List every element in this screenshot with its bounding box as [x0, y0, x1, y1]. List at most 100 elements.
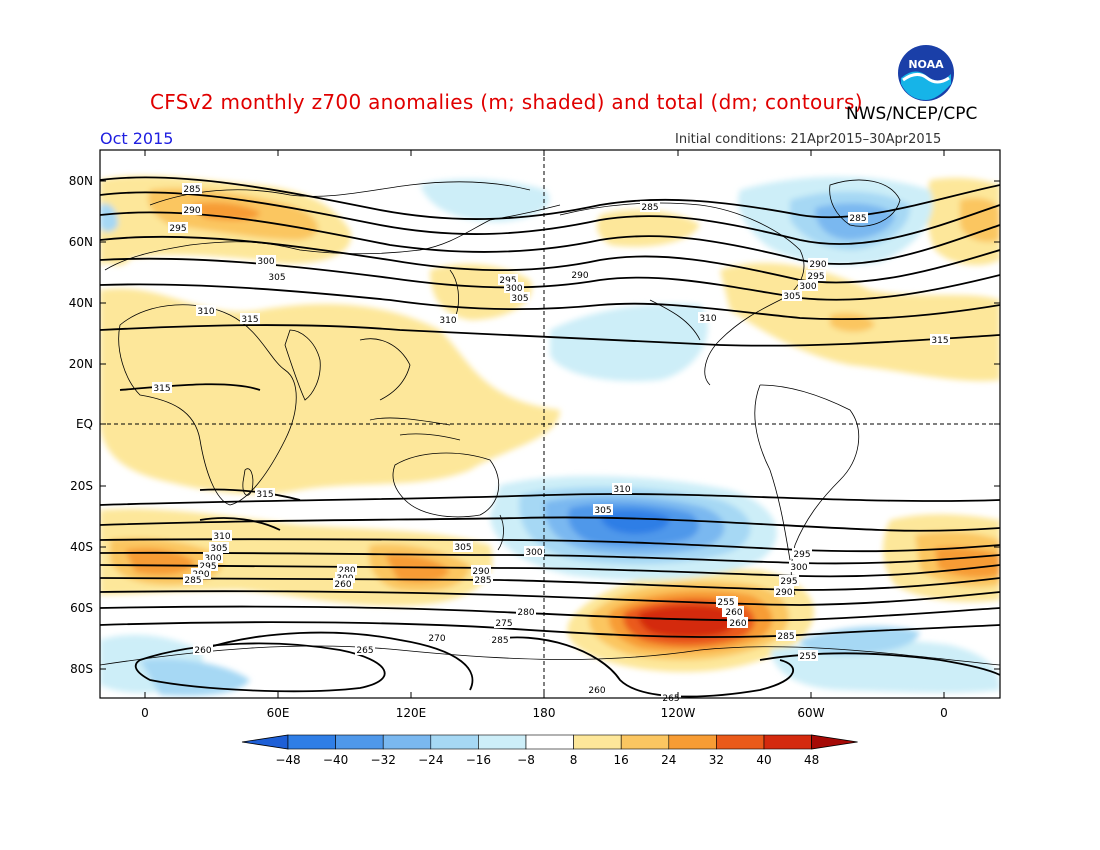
contour-label: 290 — [183, 206, 200, 216]
contour-label-bg — [152, 382, 172, 393]
contour-label: 315 — [931, 336, 948, 346]
contour-label-bg — [806, 270, 826, 281]
contour-label: 295 — [793, 550, 810, 560]
contour-label: 280 — [338, 566, 355, 576]
contour-label-bg — [473, 574, 493, 585]
colorbar-swatch — [668, 734, 717, 750]
colorbar-label: −16 — [466, 753, 491, 767]
contour-label-bg — [848, 212, 868, 223]
contour-label-bg — [798, 650, 818, 661]
contour-label: 305 — [783, 292, 800, 302]
contour-label: 285 — [184, 576, 201, 586]
colorbar-swatch — [382, 734, 432, 750]
contour-label-bg — [524, 546, 544, 557]
height-contours — [100, 176, 1000, 698]
contour-label: 300 — [790, 563, 807, 573]
colorbar-swatch — [763, 734, 812, 750]
month-label: Oct 2015 — [100, 129, 174, 148]
latitude-label: 80N — [69, 174, 93, 188]
contour-label-bg — [212, 530, 232, 541]
contour-label-bg — [335, 572, 355, 583]
longitude-label: 60W — [797, 706, 824, 720]
noaa-logo: NOAA — [897, 44, 955, 102]
contour-label-bg — [182, 204, 202, 215]
contour-label: 265 — [356, 646, 373, 656]
contour-label: 255 — [799, 652, 816, 662]
colorbar-label: 32 — [709, 753, 724, 767]
contour-label-bg — [930, 334, 950, 345]
contour-label-bg — [498, 274, 518, 285]
colorbar-swatch — [335, 734, 384, 750]
contour-label-bg — [355, 644, 375, 655]
colorbar-label: 48 — [804, 753, 819, 767]
contour-label-bg — [427, 632, 447, 643]
longitude-labels: 0 60E 120E 180 120W 60W 0 — [141, 706, 948, 720]
colorbar-high-arrow — [811, 734, 858, 750]
contour-label-bg — [774, 586, 794, 597]
latitude-labels: 80N 60N 40N 20N EQ 20S 40S 60S 80S — [69, 174, 93, 676]
contour-label-bg — [196, 305, 216, 316]
contour-label: 305 — [210, 544, 227, 554]
contour-label: 315 — [153, 384, 170, 394]
contour-label-bg — [471, 565, 491, 576]
latitude-label: 80S — [70, 662, 93, 676]
longitude-label: 0 — [141, 706, 149, 720]
contour-label-bg — [792, 548, 812, 559]
contour-label-bg — [593, 504, 613, 515]
contour-label: 300 — [257, 257, 274, 267]
colorbar-low-arrow — [241, 734, 289, 750]
contour-label-bg — [203, 552, 223, 563]
contour-label: 285 — [183, 185, 200, 195]
latitude-label: 40N — [69, 296, 93, 310]
contour-label: 260 — [334, 580, 351, 590]
contour-label-bg — [640, 201, 660, 212]
contour-label: 290 — [472, 567, 489, 577]
contour-label-bg — [798, 280, 818, 291]
contour-label: 275 — [495, 619, 512, 629]
contour-label-bg — [168, 222, 188, 233]
contour-label: 285 — [849, 214, 866, 224]
colorbar-label: −8 — [517, 753, 535, 767]
agency-label: NWS/NCEP/CPC — [846, 104, 978, 124]
colorbar-swatch — [478, 734, 527, 750]
contour-label: 295 — [169, 224, 186, 234]
contour-label: 305 — [511, 294, 528, 304]
contour-label: 290 — [571, 271, 588, 281]
colorbar-swatch — [287, 734, 336, 750]
contour-label: 285 — [474, 576, 491, 586]
colorbar-label: −48 — [275, 753, 300, 767]
contour-label-bg — [333, 578, 353, 589]
longitude-label: 180 — [533, 706, 556, 720]
contour-label-bg — [193, 644, 213, 655]
colorbar-swatch — [525, 734, 574, 750]
contour-label-bg — [490, 634, 510, 645]
contour-label-bg — [267, 271, 287, 282]
contour-label-bg — [789, 561, 809, 572]
colorbar-label: −40 — [323, 753, 348, 767]
contour-labels: 2852902953003053103153153102953003052902… — [152, 183, 950, 704]
contour-label: 280 — [517, 608, 534, 618]
contour-label-bg — [182, 183, 202, 194]
contour-label: 310 — [213, 532, 230, 542]
colorbar-label: 40 — [756, 753, 771, 767]
reference-lines — [100, 150, 1000, 698]
contour-label: 285 — [491, 636, 508, 646]
colorbar-label: 8 — [570, 753, 578, 767]
contour-label-bg — [728, 617, 748, 628]
contour-label: 295 — [807, 272, 824, 282]
initial-conditions-label: Initial conditions: 21Apr2015–30Apr2015 — [675, 132, 942, 147]
contour-label: 305 — [268, 273, 285, 283]
contour-label-bg — [240, 313, 260, 324]
colorbar-swatch — [430, 734, 479, 750]
contour-label-bg — [779, 575, 799, 586]
latitude-label: 40S — [70, 540, 93, 554]
colorbar-label: −32 — [371, 753, 396, 767]
contour-label: 290 — [775, 588, 792, 598]
colorbar-label: 24 — [661, 753, 676, 767]
contour-label: 270 — [428, 634, 445, 644]
contour-label-bg — [438, 314, 458, 325]
latitude-label: EQ — [76, 417, 93, 431]
contour-label: 265 — [662, 694, 679, 704]
contour-label-bg — [612, 483, 632, 494]
